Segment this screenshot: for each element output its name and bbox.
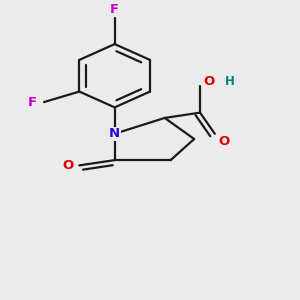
Text: O: O <box>218 135 229 148</box>
Text: N: N <box>109 127 120 140</box>
Text: F: F <box>110 3 119 16</box>
Text: O: O <box>203 74 214 88</box>
Text: F: F <box>28 96 37 109</box>
Text: O: O <box>62 159 73 172</box>
Text: H: H <box>225 74 234 88</box>
